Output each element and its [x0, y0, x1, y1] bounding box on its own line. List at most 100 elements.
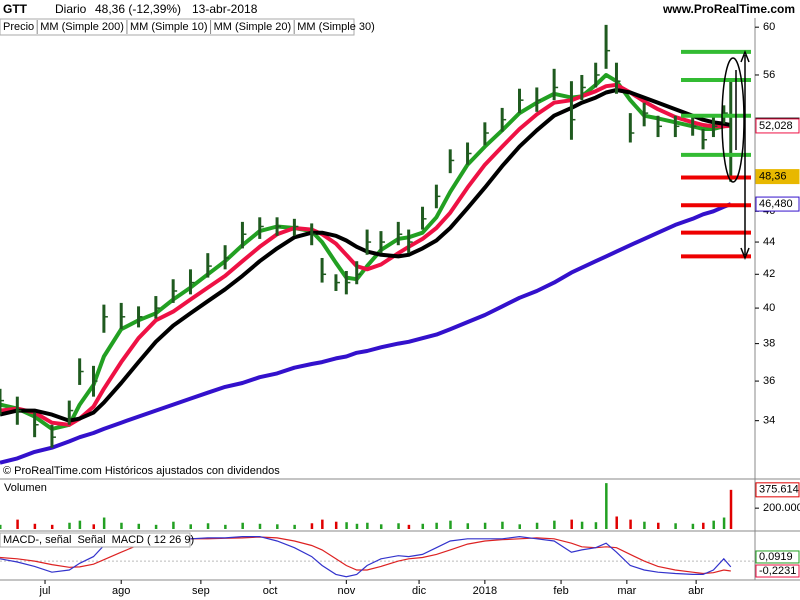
- volume-bar: [397, 523, 400, 529]
- x-tick-label: mar: [617, 585, 636, 597]
- volume-bar: [657, 522, 660, 529]
- y-tick-label: 200.000: [763, 502, 800, 514]
- y-tick-label: 38: [763, 338, 775, 350]
- volume-bar: [16, 519, 19, 529]
- volume-bar: [449, 520, 452, 529]
- volume-bar: [483, 522, 487, 529]
- value-label-box: [755, 564, 800, 578]
- volume-bar: [189, 524, 192, 529]
- date: 13-abr-2018: [192, 2, 258, 16]
- volume-bar: [729, 489, 733, 529]
- x-tick-label: sep: [192, 585, 210, 597]
- volume-bar: [92, 524, 96, 529]
- volume-bar: [407, 524, 411, 529]
- volume-bar: [570, 519, 573, 529]
- volume-bar: [615, 516, 618, 529]
- y-tick-label: 56: [763, 69, 775, 81]
- volume-bar: [379, 524, 383, 529]
- volume-bar: [241, 522, 244, 529]
- moving-average: [0, 88, 732, 423]
- legend-entry: MM (Simple 200): [40, 21, 124, 33]
- volume-bar: [310, 523, 314, 529]
- volume-bar: [321, 519, 324, 529]
- site: www.ProRealTime.com: [662, 2, 795, 16]
- volume-title: Volumen: [4, 482, 47, 494]
- volume-bar: [137, 523, 141, 529]
- volume-bar: [629, 519, 632, 529]
- signal-line: [0, 536, 731, 575]
- volume-bar: [120, 522, 123, 529]
- volume-bar: [68, 522, 71, 529]
- legend-entry: Señal: [77, 534, 105, 546]
- volume-bar: [643, 521, 646, 529]
- plot: 343638404244465660julagosepoctnovdic2018…: [0, 18, 800, 597]
- volume-bar: [276, 524, 279, 529]
- volume-bar: [366, 522, 369, 529]
- footnote: © ProRealTime.com Históricos ajustados c…: [3, 465, 280, 477]
- volume-bar: [33, 523, 37, 529]
- x-tick-label: nov: [337, 585, 355, 597]
- legend-entry: MM (Simple 10): [130, 21, 208, 33]
- volume-bar: [0, 524, 2, 529]
- legend-entry: MACD-, señal: [3, 534, 71, 546]
- value-label-box: [755, 169, 800, 185]
- volume-bar: [518, 524, 521, 529]
- volume-bar: [258, 523, 262, 529]
- volume-bar: [435, 522, 438, 529]
- volume-bar: [154, 524, 158, 529]
- volume-bar: [293, 524, 296, 529]
- volume-bar: [50, 524, 54, 529]
- y-tick-label: 42: [763, 268, 775, 280]
- volume-bar: [466, 523, 470, 529]
- volume-bar: [206, 523, 210, 529]
- volume-bar: [334, 521, 338, 529]
- value-label: -0,2231: [759, 565, 796, 577]
- x-tick-label: feb: [553, 585, 568, 597]
- value-label: 375.614: [759, 484, 799, 496]
- volume-bar: [224, 524, 227, 529]
- volume-bar: [355, 523, 359, 529]
- x-tick-label: jul: [39, 585, 51, 597]
- y-tick-label: 60: [763, 21, 775, 33]
- volume-bar: [712, 520, 715, 529]
- annotation-arrows: [721, 49, 750, 261]
- volume-bar: [605, 483, 608, 529]
- quote: 48,36 (-12,39%): [95, 2, 181, 16]
- x-tick-label: oct: [263, 585, 278, 597]
- value-label: 48,36: [759, 170, 787, 182]
- value-label: 46,480: [759, 198, 793, 210]
- volume-bar: [535, 522, 539, 529]
- value-label: 0,0919: [759, 551, 793, 563]
- volume-bar: [691, 523, 695, 529]
- volume-bar: [102, 517, 106, 529]
- symbol: GTT: [3, 2, 28, 16]
- x-tick-label: dic: [412, 585, 427, 597]
- y-tick-label: 36: [763, 375, 775, 387]
- moving-average: [0, 202, 732, 465]
- x-tick-label: ago: [112, 585, 130, 597]
- legend-box: [0, 532, 191, 548]
- legend-entry: MM (Simple 20): [214, 21, 292, 33]
- legend-entry: MM (Simple 30): [297, 21, 375, 33]
- value-label-box: [755, 196, 800, 212]
- x-tick-label: 2018: [473, 585, 497, 597]
- volume-bar: [421, 523, 425, 529]
- volume-bar: [674, 523, 677, 529]
- volume-bar: [702, 522, 705, 529]
- volume-bar: [172, 521, 175, 529]
- volume-bar: [553, 520, 556, 529]
- period: Diario: [55, 2, 87, 16]
- legend-box: [0, 18, 355, 36]
- value-label: 52,028: [759, 120, 793, 132]
- volume-bar: [501, 521, 504, 529]
- volume-bar: [580, 521, 584, 529]
- value-label-box: [755, 482, 800, 498]
- legend-entry: MACD ( 12 26 9): [112, 534, 195, 546]
- volume-bar: [345, 522, 348, 529]
- y-tick-label: 40: [763, 302, 775, 314]
- volume-bar: [78, 520, 82, 529]
- x-tick-label: abr: [688, 585, 704, 597]
- volume-bar: [594, 522, 598, 529]
